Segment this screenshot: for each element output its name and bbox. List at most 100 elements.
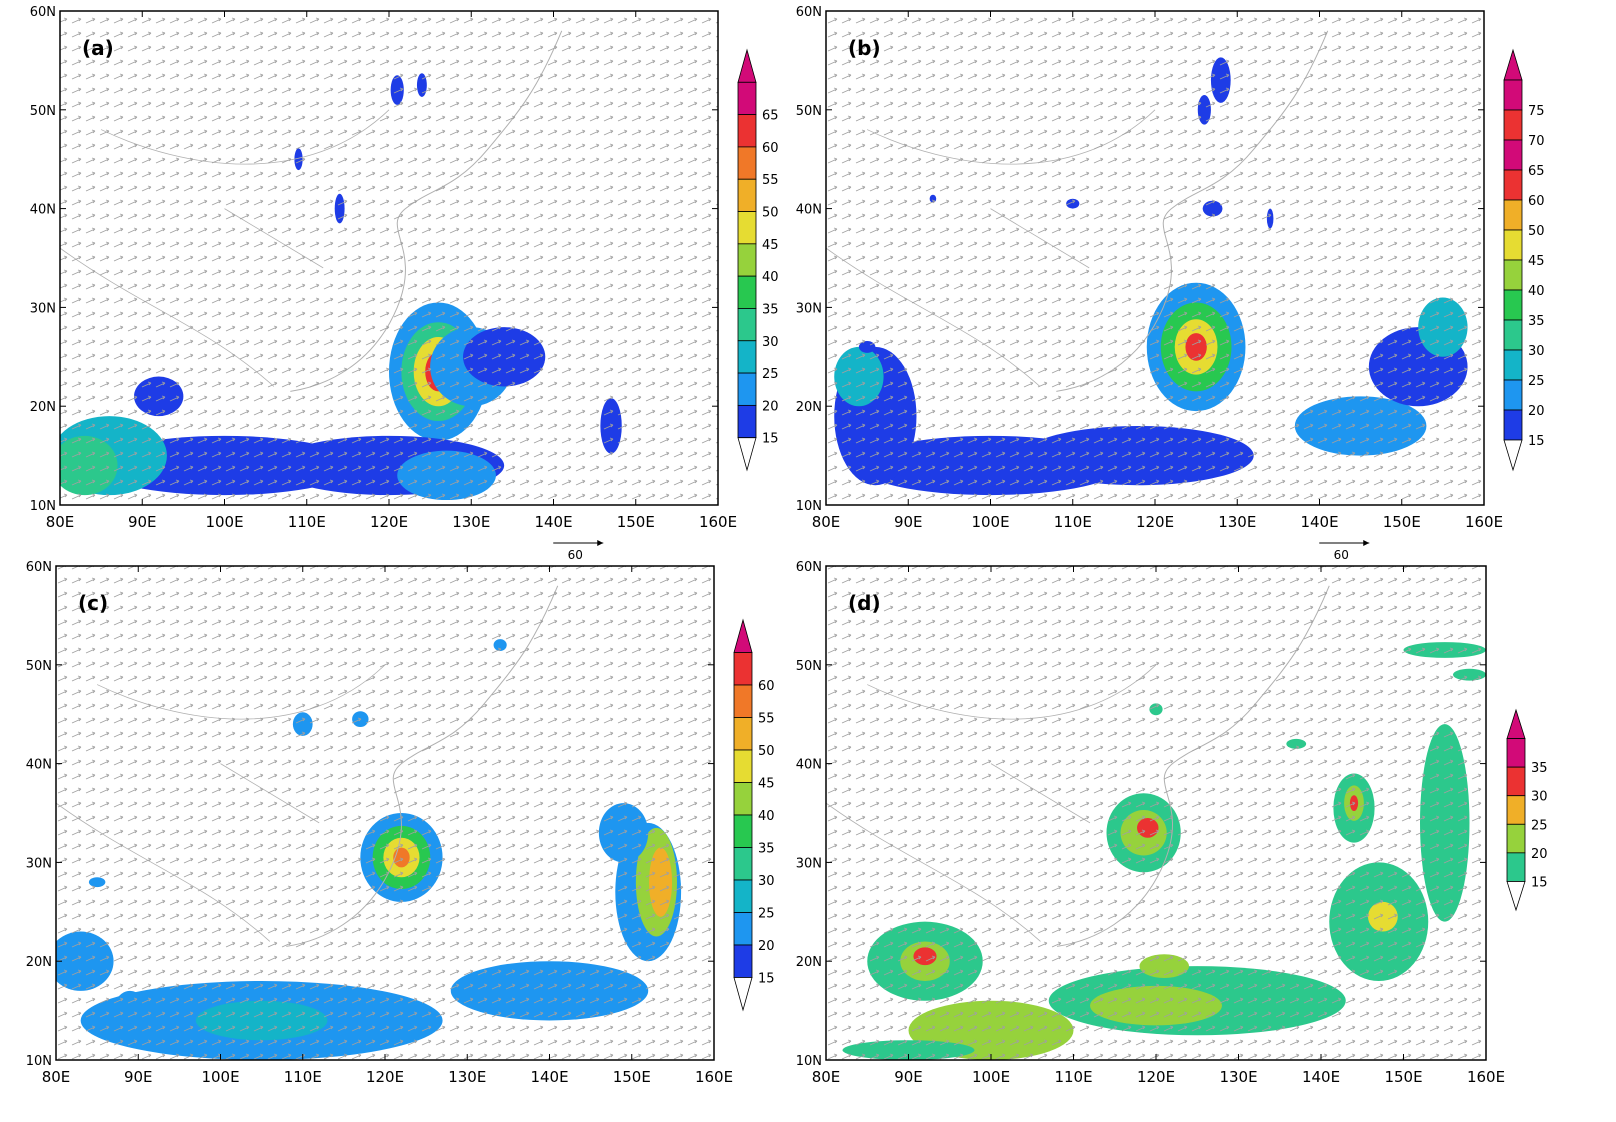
colorbar-segment [737,81,757,116]
colorbar-tick-label: 40 [1528,284,1545,299]
y-tick-label: 60N [796,5,822,20]
colorbar-segment [1506,766,1526,797]
y-tick-label: 40N [796,758,822,773]
map-panel: (c) 80E 90E 100E 110E 120E 130E 140E 150E 160E 10N… [26,560,775,1086]
colorbar-tick-label: 25 [1528,374,1545,389]
x-tick-label: 140E [1302,1068,1340,1086]
colorbar-segment [1506,795,1526,825]
colorbar-tick-label: 40 [762,270,779,285]
x-tick-label: 110E [284,1068,322,1086]
x-tick-label: 120E [1137,1068,1175,1086]
colorbar-tick-label: 60 [762,141,779,156]
x-tick-label: 140E [534,513,572,531]
y-tick-label: 60N [30,5,56,20]
y-tick-label: 40N [796,203,822,218]
colorbar-tick-label: 45 [1528,254,1545,269]
x-tick-label: 80E [812,513,841,531]
colorbar-segment [733,879,753,913]
colorbar-segment [1506,738,1526,768]
y-tick-label: 20N [796,400,822,415]
colorbar-tick-label: 15 [762,432,779,447]
colorbar-segment [1506,823,1526,854]
x-tick-label: 130E [1218,513,1256,531]
colorbar-tick-label: 20 [758,939,775,954]
colorbar-tick-label: 60 [758,679,775,694]
x-tick-label: 100E [972,1068,1010,1086]
y-tick-label: 20N [26,955,52,970]
x-tick-label: 80E [42,1068,71,1086]
colorbar-segment [737,404,757,439]
x-tick-label: 130E [448,1068,486,1086]
colorbar-tick-label: 35 [1528,314,1545,329]
colorbar-tick-label: 30 [1528,344,1545,359]
colorbar-segment [733,782,753,816]
colorbar-segment [733,749,753,783]
colorbar-segment [737,146,757,180]
colorbar: 35 30 25 20 15 [1506,708,1548,912]
colorbar-tick-label: 20 [1531,847,1548,862]
colorbar-segment [733,847,753,881]
y-tick-label: 10N [26,1054,52,1069]
x-tick-label: 150E [1384,1068,1422,1086]
y-tick-label: 50N [796,659,822,674]
y-tick-label: 60N [26,560,52,575]
wind-vectors [60,11,718,505]
colorbar-tick-label: 30 [762,335,779,350]
colorbar-tick-label: 50 [758,744,775,759]
colorbar: 65 60 55 50 45 40 35 30 25 20 15 [737,48,779,472]
colorbar-segment [1503,259,1523,291]
x-tick-label: 160E [695,1068,733,1086]
colorbar-segment [733,944,753,978]
x-tick-label: 90E [124,1068,153,1086]
wind-vectors [56,566,714,1060]
colorbar-segment [1503,139,1523,171]
x-tick-label: 80E [812,1068,841,1086]
y-tick-label: 20N [796,955,822,970]
y-tick-label: 30N [796,856,822,871]
colorbar-segment [1503,379,1523,411]
colorbar-segment [733,814,753,848]
x-tick-label: 130E [452,513,490,531]
colorbar-tick-label: 20 [762,399,779,414]
x-tick-label: 150E [613,1068,651,1086]
y-tick-label: 30N [30,301,56,316]
colorbar: 75 70 65 60 50 45 40 35 30 25 20 15 [1503,48,1545,472]
colorbar-segment [733,652,753,686]
colorbar-segment [737,308,757,342]
x-tick-label: 80E [46,513,75,531]
colorbar-tick-label: 20 [1528,404,1545,419]
colorbar-tick-label: 30 [1531,790,1548,805]
colorbar-segment [1503,289,1523,321]
colorbar-tick-label: 55 [758,712,775,727]
colorbar-tick-label: 55 [762,173,779,188]
map-panel: (a) 80E 90E 100E 110E 120E 130E 140E 150E 160E 10N… [30,5,779,562]
colorbar-tick-label: 75 [1528,104,1545,119]
x-tick-label: 160E [699,513,737,531]
x-tick-label: 140E [1300,513,1338,531]
panel-label: (a) [82,36,114,60]
map-panel: (b) 80E 90E 100E 110E 120E 130E 140E 150E 160E 10N… [796,5,1545,562]
colorbar-tick-label: 65 [762,109,779,124]
reference-vector-label: 60 [1334,548,1349,562]
colorbar-segment [1503,229,1523,261]
colorbar-tick-label: 30 [758,874,775,889]
colorbar-tick-label: 15 [1531,875,1548,890]
colorbar-segment [1503,409,1523,441]
y-tick-label: 20N [30,400,56,415]
colorbar-segment [737,243,757,277]
y-tick-label: 10N [796,1054,822,1069]
colorbar-tick-label: 45 [758,777,775,792]
x-tick-label: 110E [288,513,326,531]
x-tick-label: 90E [894,513,923,531]
panel-label: (c) [78,591,108,615]
colorbar: 60 55 50 45 40 35 30 25 20 15 [733,618,775,1012]
colorbar-segment [737,372,757,406]
colorbar-segment [737,178,757,212]
colorbar-tick-label: 45 [762,238,779,253]
wind-vectors [826,566,1486,1060]
y-tick-label: 40N [30,203,56,218]
colorbar-tick-label: 50 [762,206,779,221]
x-tick-label: 120E [1136,513,1174,531]
x-tick-label: 110E [1054,513,1092,531]
colorbar-segment [733,717,753,751]
